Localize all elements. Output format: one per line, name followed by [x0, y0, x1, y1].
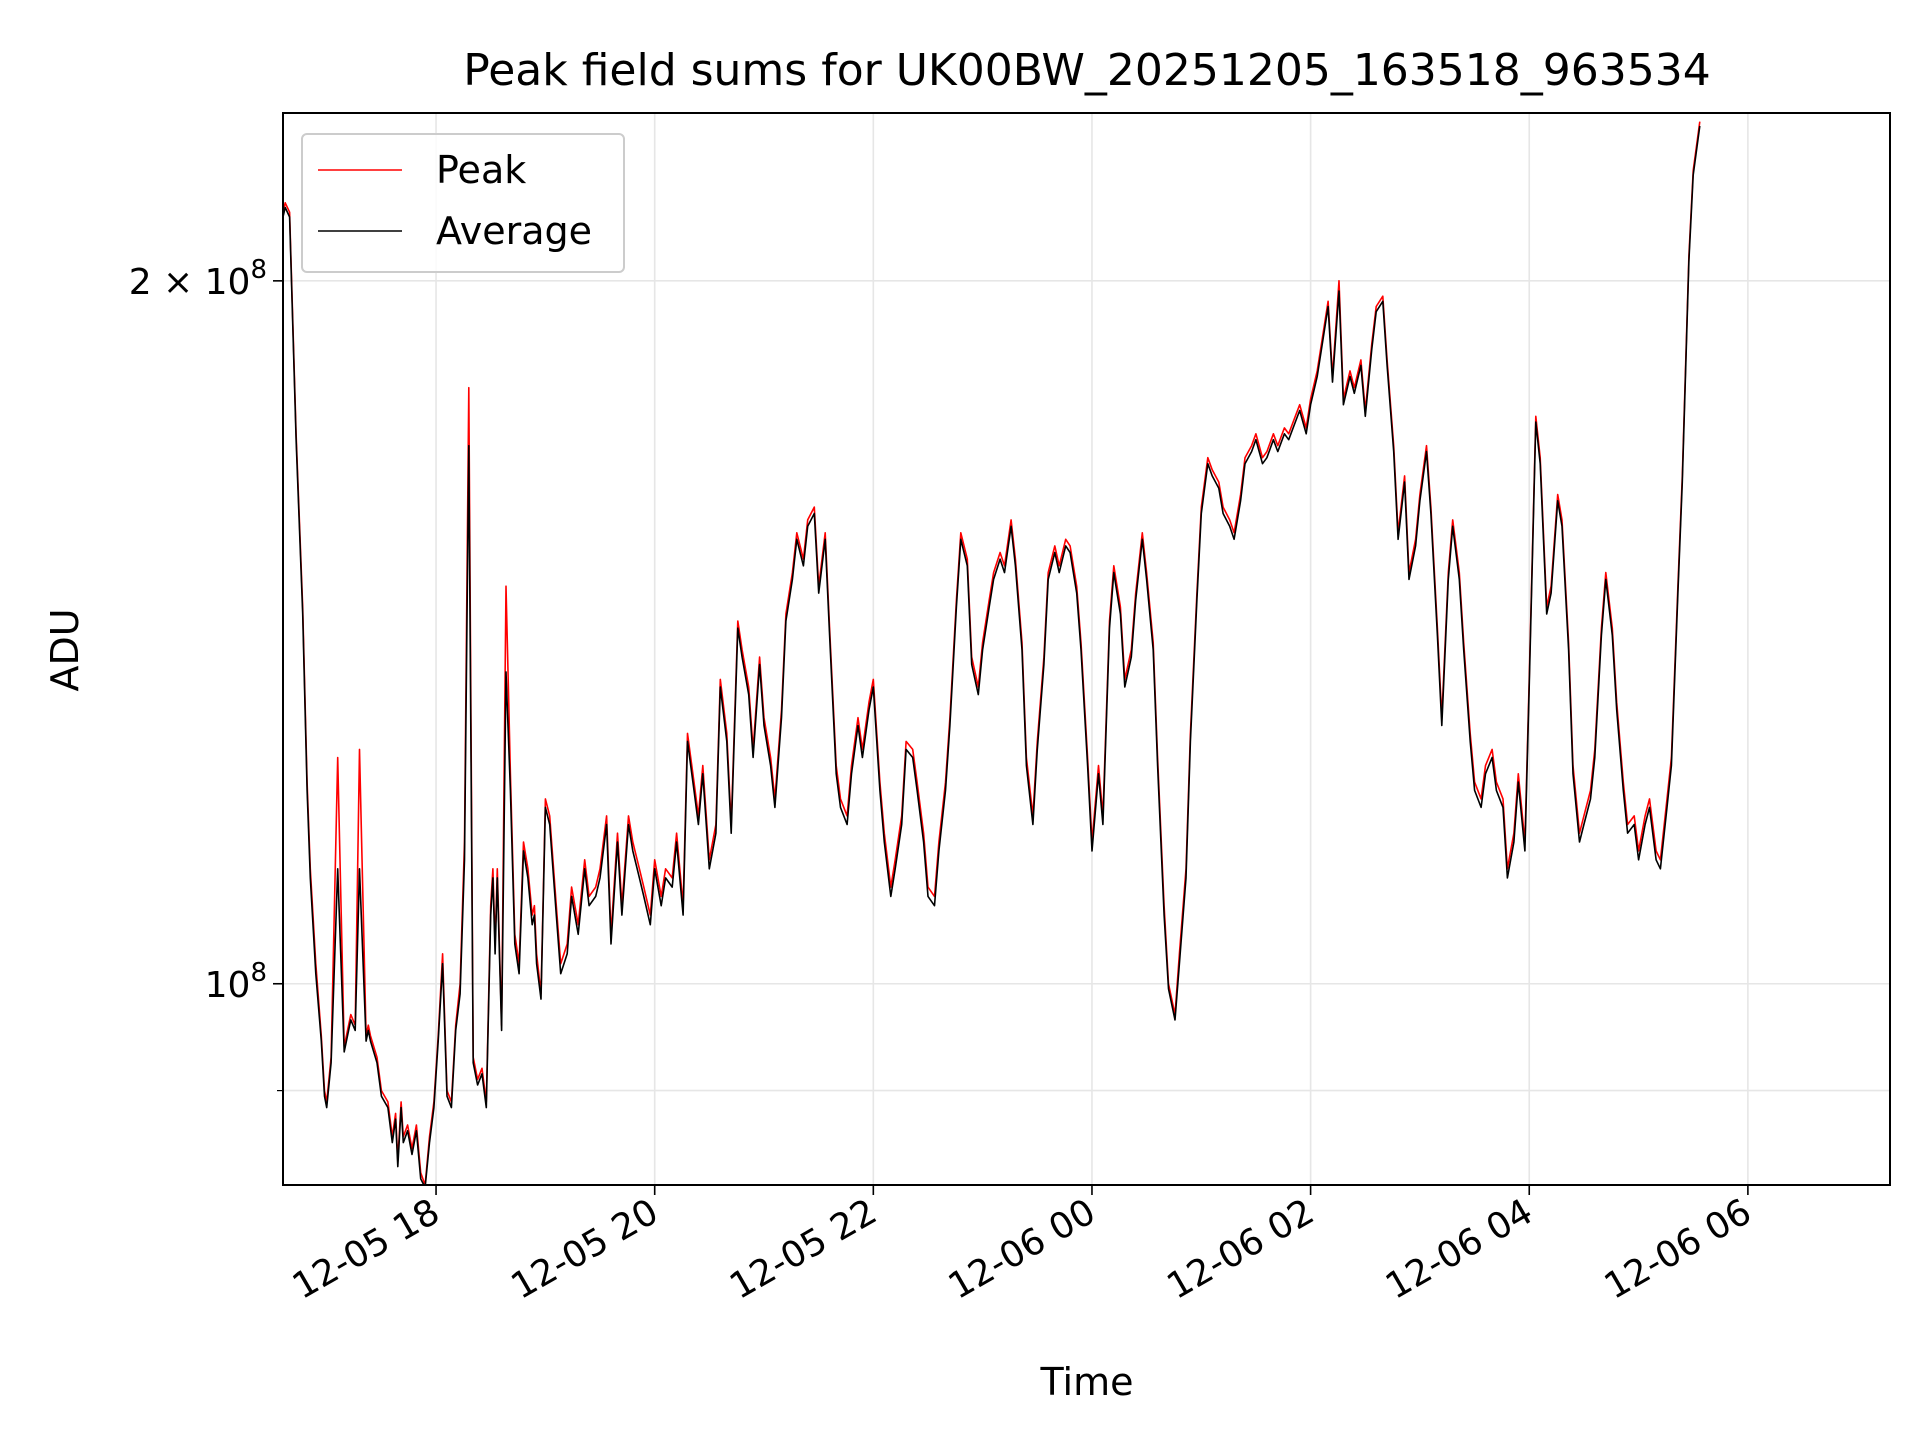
y-tick-label-1: 2 × 108 — [129, 255, 267, 303]
plot-frame — [282, 112, 1891, 1186]
y-tick-label-0: 108 — [205, 958, 267, 1006]
y-axis-label: ADU — [43, 608, 87, 691]
x-axis-label: Time — [1040, 1360, 1134, 1404]
legend-box — [301, 133, 625, 273]
series-line-average — [283, 125, 1701, 1185]
series-layer — [283, 121, 1701, 1185]
legend-label-peak: Peak — [436, 148, 526, 192]
y-axis: 108 2 × 108 — [129, 255, 283, 1092]
legend: Peak Average — [301, 133, 625, 273]
legend-label-average: Average — [436, 209, 592, 253]
chart-title: Peak field sums for UK00BW_20251205_1635… — [463, 45, 1711, 96]
